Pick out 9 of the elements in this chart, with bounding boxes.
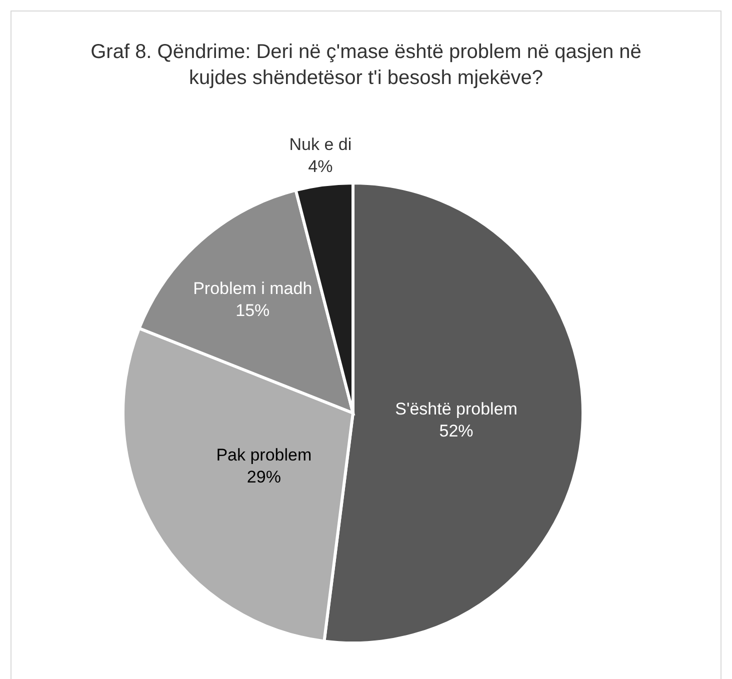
slice-label: Pak problem <box>216 446 312 465</box>
data-label: 52% <box>439 422 474 440</box>
slice-label: Problem i madh <box>193 279 312 298</box>
slice-label: Nuk e di <box>289 135 352 154</box>
slice-label: S'është problem <box>395 400 518 418</box>
data-label: 15% <box>236 301 270 320</box>
data-label: 4% <box>308 157 333 176</box>
data-label: 29% <box>246 468 281 487</box>
chart-title: Graf 8. Qëndrime: Deri në ç'mase është problem në qasjen në kujdes shëndetësor t'i besosh mjekëve? <box>90 41 642 89</box>
